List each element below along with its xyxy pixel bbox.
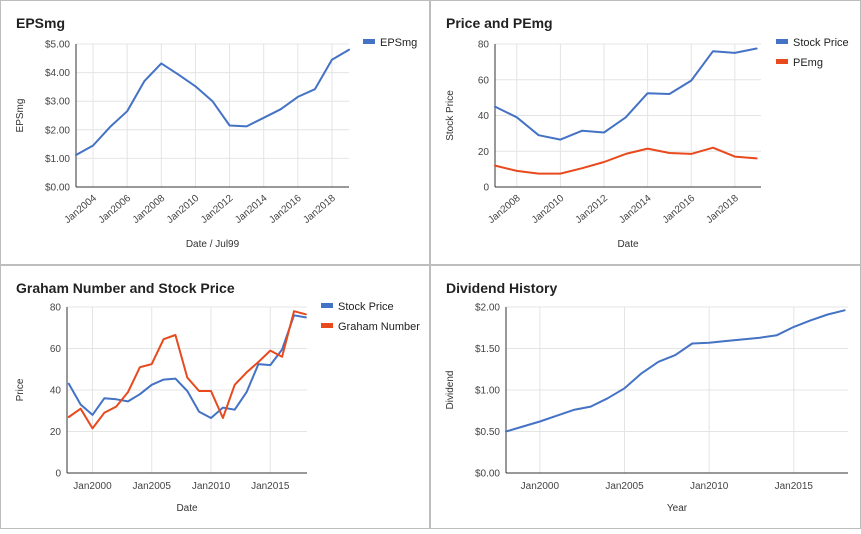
x-tick-label: Jan2016 <box>267 193 304 226</box>
x-tick-label: Jan2000 <box>521 481 560 492</box>
x-tick-label: Jan2014 <box>617 193 654 226</box>
y-tick-label: $4.00 <box>45 68 70 79</box>
x-tick-label: Jan2005 <box>605 481 644 492</box>
chart-title: Dividend History <box>446 280 557 296</box>
chart-title: EPSmg <box>16 15 65 31</box>
x-axis-title: Date <box>617 239 639 250</box>
series-line-stock-price <box>67 314 307 419</box>
x-tick-label: Jan2018 <box>704 193 741 226</box>
y-tick-label: 0 <box>483 183 489 194</box>
y-tick-label: 60 <box>478 75 490 86</box>
y-tick-label: $5.00 <box>45 40 70 51</box>
y-tick-label: $2.00 <box>475 303 500 314</box>
chart-svg: Graham Number and Stock Price 0 20 40 60 80 Ja… <box>15 280 420 514</box>
chart-title: Graham Number and Stock Price <box>16 280 235 296</box>
x-axis-title: Year <box>667 503 688 514</box>
legend-label: Stock Price <box>793 37 849 49</box>
x-tick-label: Jan2008 <box>131 193 168 226</box>
x-tick-label: Jan2010 <box>165 193 202 226</box>
eps-chart-panel: EPSmg $0.00 $1.00 $2.00 $3.00 $4.00 $5.00 Jan20… <box>0 0 430 265</box>
x-tick-label: Jan2010 <box>530 193 567 226</box>
legend-swatch <box>776 59 788 64</box>
graham-chart-panel: Graham Number and Stock Price 0 20 40 60 80 Ja… <box>0 265 430 529</box>
price-pe-chart-panel: Price and PEmg 0 20 40 60 80 Jan2008 Jan2010 Jan… <box>430 0 861 265</box>
y-tick-label: $1.00 <box>45 154 70 165</box>
chart-title: Price and PEmg <box>446 15 553 31</box>
x-tick-label: Jan2005 <box>133 481 172 492</box>
y-tick-label: 20 <box>478 147 490 158</box>
legend-label: EPSmg <box>380 37 417 49</box>
y-axis-title: Price <box>15 378 26 401</box>
series-line-dividend <box>505 309 846 433</box>
x-tick-label: Jan2018 <box>301 193 338 226</box>
chart-svg: Dividend History $0.00 $0.50 $1.00 $1.50 $2.0… <box>445 280 848 514</box>
x-tick-label: Jan2008 <box>486 193 523 226</box>
x-tick-label: Jan2006 <box>97 193 134 226</box>
x-tick-label: Jan2016 <box>661 193 698 226</box>
x-tick-label: Jan2012 <box>199 193 236 226</box>
y-tick-label: $0.00 <box>45 183 70 194</box>
dividend-chart-panel: Dividend History $0.00 $0.50 $1.00 $1.50 $2.0… <box>430 265 861 529</box>
legend-label: Graham Number <box>338 321 420 333</box>
legend-swatch <box>363 39 375 44</box>
y-tick-label: 40 <box>478 111 490 122</box>
y-tick-label: 20 <box>50 427 62 438</box>
y-axis-title: Stock Price <box>445 90 456 141</box>
y-tick-label: $0.00 <box>475 469 500 480</box>
x-tick-label: Jan2014 <box>233 193 270 226</box>
legend-label: PEmg <box>793 57 823 69</box>
chart-svg: EPSmg $0.00 $1.00 $2.00 $3.00 $4.00 $5.00 Jan20… <box>15 15 417 250</box>
y-axis-title: EPSmg <box>15 99 26 133</box>
legend-swatch <box>776 39 788 44</box>
y-tick-label: 80 <box>478 40 490 51</box>
series-line-graham-number <box>67 310 307 430</box>
y-tick-label: 40 <box>50 386 62 397</box>
x-tick-label: Jan2004 <box>63 193 100 226</box>
legend-label: Stock Price <box>338 301 394 313</box>
x-axis-title: Date <box>176 503 198 514</box>
y-tick-label: 80 <box>50 303 62 314</box>
series-line-epsmg <box>75 48 350 156</box>
y-tick-label: $0.50 <box>475 427 500 438</box>
y-tick-label: $3.00 <box>45 97 70 108</box>
legend-swatch <box>321 323 333 328</box>
x-tick-label: Jan2010 <box>690 481 729 492</box>
series-line-pemg <box>494 146 758 175</box>
y-tick-label: 0 <box>55 469 61 480</box>
series-line-stock-price <box>494 47 758 141</box>
legend-swatch <box>321 303 333 308</box>
x-tick-label: Jan2015 <box>775 481 814 492</box>
x-tick-label: Jan2012 <box>573 193 610 226</box>
x-tick-label: Jan2010 <box>192 481 231 492</box>
x-axis-title: Date / Jul99 <box>186 239 240 250</box>
x-tick-label: Jan2000 <box>73 481 112 492</box>
y-tick-label: $1.50 <box>475 344 500 355</box>
y-tick-label: $1.00 <box>475 386 500 397</box>
y-axis-title: Dividend <box>445 371 456 410</box>
y-tick-label: $2.00 <box>45 125 70 136</box>
y-tick-label: 60 <box>50 344 62 355</box>
x-tick-label: Jan2015 <box>251 481 290 492</box>
